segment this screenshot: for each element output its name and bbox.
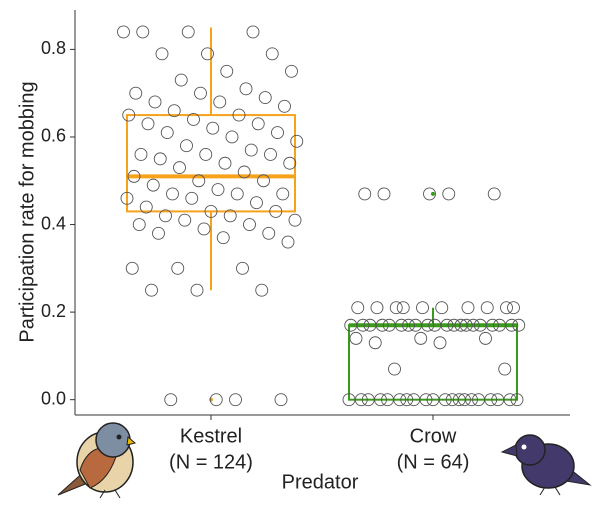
data-point bbox=[275, 394, 287, 406]
data-point bbox=[174, 162, 186, 174]
data-point bbox=[118, 26, 130, 38]
crow-icon bbox=[502, 435, 590, 495]
data-point bbox=[266, 48, 278, 60]
data-point bbox=[251, 197, 263, 209]
data-point bbox=[480, 332, 492, 344]
y-tick-label: 0.6 bbox=[41, 126, 66, 146]
data-point bbox=[499, 363, 511, 375]
data-point bbox=[226, 131, 238, 143]
data-point bbox=[172, 262, 184, 274]
data-point bbox=[186, 192, 198, 204]
data-point bbox=[161, 127, 173, 139]
data-point bbox=[137, 26, 149, 38]
data-point bbox=[167, 188, 179, 200]
data-point bbox=[508, 302, 520, 314]
data-point bbox=[350, 332, 362, 344]
y-tick-label: 0.8 bbox=[41, 38, 66, 58]
data-point bbox=[247, 26, 259, 38]
data-point bbox=[352, 302, 364, 314]
x-tick-label: Kestrel bbox=[180, 425, 242, 447]
data-point bbox=[289, 214, 301, 226]
data-point bbox=[156, 48, 168, 60]
data-point bbox=[165, 394, 177, 406]
kestrel-icon bbox=[58, 423, 135, 498]
data-point bbox=[443, 188, 455, 200]
data-point bbox=[245, 144, 257, 156]
y-tick-label: 0.0 bbox=[41, 388, 66, 408]
data-point bbox=[237, 262, 249, 274]
y-axis-label: Participation rate for mobbing bbox=[16, 81, 38, 342]
data-point bbox=[415, 332, 427, 344]
data-point bbox=[149, 96, 161, 108]
data-point bbox=[130, 87, 142, 99]
chart: Participation rate for mobbing Predator … bbox=[0, 0, 603, 501]
data-point bbox=[279, 100, 291, 112]
data-point bbox=[195, 87, 207, 99]
data-point bbox=[219, 157, 231, 169]
data-point bbox=[147, 179, 159, 191]
data-point bbox=[462, 302, 474, 314]
data-point bbox=[284, 157, 296, 169]
data-point bbox=[282, 236, 294, 248]
data-point bbox=[142, 118, 154, 130]
y-tick-label: 0.4 bbox=[41, 213, 66, 233]
data-point bbox=[256, 284, 268, 296]
outlier bbox=[431, 192, 435, 196]
data-point bbox=[397, 302, 409, 314]
data-point bbox=[182, 26, 194, 38]
data-point bbox=[126, 262, 138, 274]
data-point bbox=[291, 135, 303, 147]
data-point bbox=[135, 148, 147, 160]
data-point bbox=[272, 127, 284, 139]
data-point bbox=[175, 74, 187, 86]
data-point bbox=[488, 188, 500, 200]
data-point bbox=[231, 188, 243, 200]
data-point bbox=[263, 227, 275, 239]
data-point bbox=[434, 337, 446, 349]
data-point bbox=[390, 302, 402, 314]
data-point bbox=[277, 188, 289, 200]
x-axis-label: Predator bbox=[282, 471, 359, 493]
data-point bbox=[359, 188, 371, 200]
data-point bbox=[217, 232, 229, 244]
data-point bbox=[146, 284, 158, 296]
data-point bbox=[154, 153, 166, 165]
data-point bbox=[230, 394, 242, 406]
data-point bbox=[200, 148, 212, 160]
data-point bbox=[265, 148, 277, 160]
x-tick-count: (N = 64) bbox=[397, 451, 470, 473]
data-point bbox=[389, 363, 401, 375]
x-tick-label: Crow bbox=[410, 425, 457, 447]
data-point bbox=[501, 302, 513, 314]
data-point bbox=[244, 219, 256, 231]
data-point bbox=[181, 140, 193, 152]
data-point bbox=[371, 302, 383, 314]
data-point bbox=[378, 188, 390, 200]
data-point bbox=[240, 83, 252, 95]
data-point bbox=[153, 227, 165, 239]
data-point bbox=[214, 96, 226, 108]
data-point bbox=[417, 302, 429, 314]
data-point bbox=[221, 65, 233, 77]
data-point bbox=[179, 214, 191, 226]
data-point bbox=[252, 118, 264, 130]
data-point bbox=[259, 92, 271, 104]
data-point bbox=[212, 184, 224, 196]
data-point bbox=[198, 223, 210, 235]
x-tick-count: (N = 124) bbox=[169, 451, 253, 473]
data-point bbox=[207, 122, 219, 134]
data-point bbox=[481, 302, 493, 314]
y-tick-label: 0.2 bbox=[41, 301, 66, 321]
data-point bbox=[191, 284, 203, 296]
data-point bbox=[286, 65, 298, 77]
box bbox=[127, 115, 295, 211]
data-point bbox=[369, 337, 381, 349]
data-point bbox=[436, 302, 448, 314]
outlier bbox=[209, 398, 213, 402]
data-point bbox=[133, 219, 145, 231]
